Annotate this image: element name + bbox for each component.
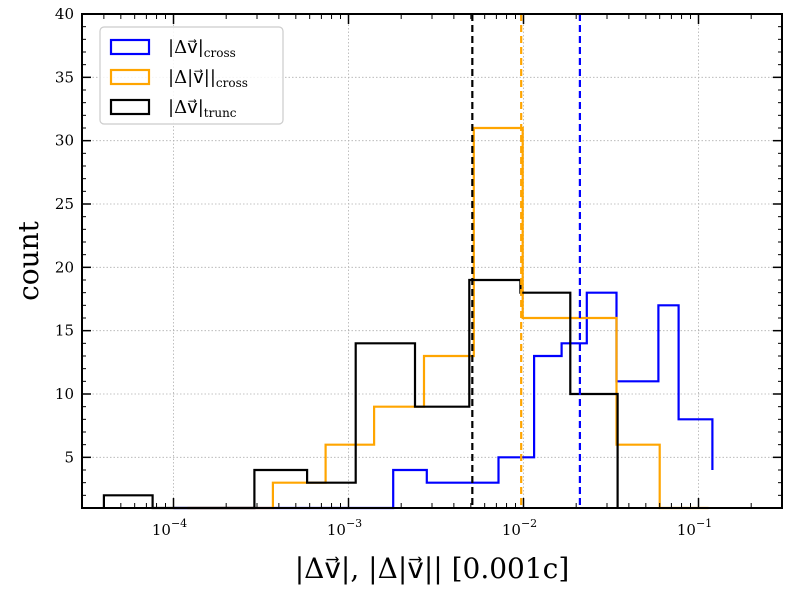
legend-swatch — [109, 98, 151, 116]
y-tick-label: 15 — [55, 322, 74, 340]
histogram-series-1 — [187, 126, 709, 510]
series-layer — [102, 126, 714, 510]
legend-swatch — [109, 68, 151, 86]
median-lines — [471, 14, 581, 508]
y-tick-label: 40 — [55, 5, 74, 23]
y-tick-label: 35 — [55, 68, 74, 86]
x-tick-label: 10−4 — [152, 517, 187, 539]
legend-swatch — [109, 38, 151, 56]
y-tick-label: 10 — [55, 385, 74, 403]
x-tick-label: 10−2 — [502, 517, 537, 539]
y-tick-label: 5 — [64, 448, 74, 466]
legend: |Δv⃗|cross|Δ|v⃗||cross|Δv⃗|trunc — [99, 26, 284, 125]
x-axis-label: |Δv⃗|, |Δ|v⃗|| [0.001c] — [295, 552, 570, 585]
x-tick-label: 10−1 — [677, 517, 712, 539]
y-tick-label: 30 — [55, 132, 74, 150]
y-axis-label: count — [12, 220, 45, 301]
y-tick-label: 25 — [55, 195, 74, 213]
y-tick-label: 20 — [55, 258, 74, 276]
axis-ticks: 5 10 15 20 25 30 35 40 10−4 10−3 10−2 10−1 — [55, 5, 782, 539]
x-tick-label: 10−3 — [327, 517, 362, 539]
